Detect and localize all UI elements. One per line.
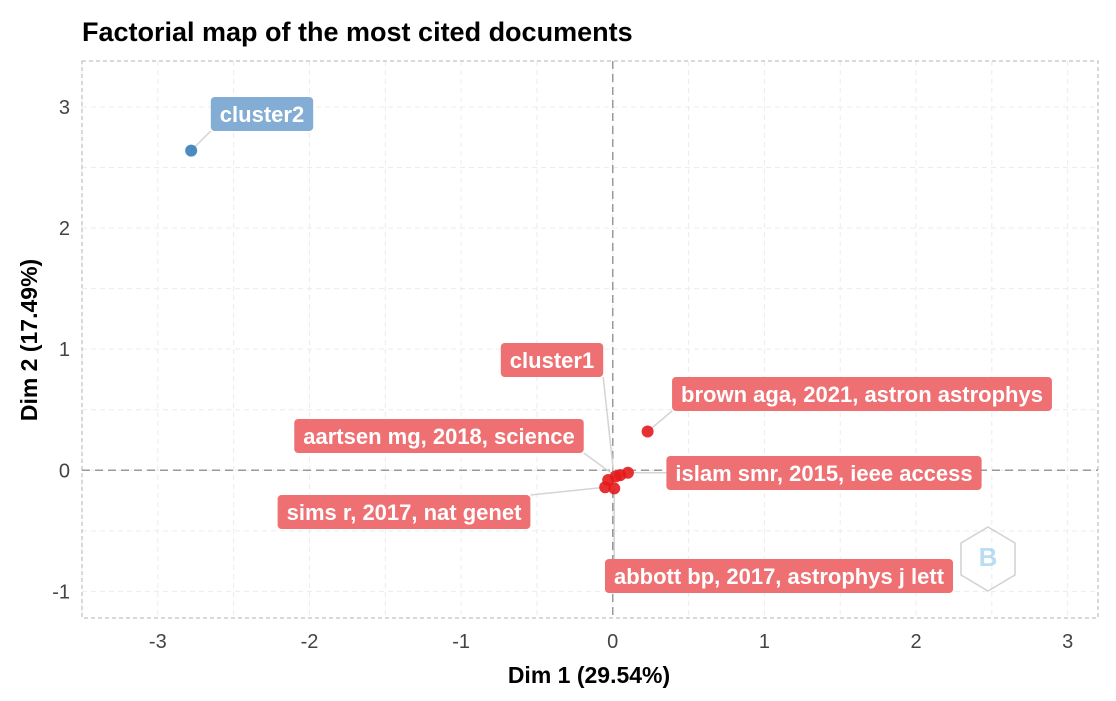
document-label-box bbox=[672, 377, 1052, 411]
y-tick-label: 0 bbox=[59, 460, 70, 482]
document-label: islam smr, 2015, ieee access bbox=[666, 456, 982, 490]
y-tick-label: 3 bbox=[59, 97, 70, 119]
cluster1-point bbox=[608, 482, 621, 495]
cluster-label: cluster2 bbox=[210, 97, 314, 131]
document-label-box bbox=[604, 559, 954, 593]
x-tick-label: 1 bbox=[759, 631, 770, 653]
watermark-logo: B bbox=[960, 526, 1016, 592]
cluster-label-text: cluster1 bbox=[510, 348, 594, 373]
x-tick-label: -2 bbox=[301, 631, 319, 653]
document-label-box bbox=[294, 419, 584, 453]
cluster1-point bbox=[641, 425, 654, 438]
svg-text:B: B bbox=[979, 542, 998, 572]
document-label-connector bbox=[530, 486, 606, 496]
x-tick-label: 2 bbox=[910, 631, 921, 653]
x-tick-label: -3 bbox=[149, 631, 167, 653]
document-label-text: islam smr, 2015, ieee access bbox=[675, 461, 972, 486]
chart-title: Factorial map of the most cited document… bbox=[82, 17, 633, 47]
document-label: sims r, 2017, nat genet bbox=[277, 495, 531, 529]
tick-labels: -3 -2 -1 0 1 2 3 -1 0 1 2 3 bbox=[52, 97, 1073, 653]
panel-border bbox=[81, 60, 1099, 619]
data-points bbox=[185, 144, 654, 495]
document-label-connector bbox=[583, 452, 617, 477]
document-label-text: sims r, 2017, nat genet bbox=[287, 500, 522, 525]
cluster2-point bbox=[185, 144, 198, 157]
cluster1-point bbox=[602, 473, 615, 486]
cluster-label-text: cluster2 bbox=[220, 102, 304, 127]
cluster-label-box bbox=[210, 97, 314, 131]
x-tick-label: -1 bbox=[452, 631, 470, 653]
x-axis-title: Dim 1 (29.54%) bbox=[508, 662, 670, 688]
document-label: brown aga, 2021, astron astrophys bbox=[672, 377, 1052, 411]
document-label-text: brown aga, 2021, astron astrophys bbox=[681, 382, 1043, 407]
x-tick-label: 3 bbox=[1062, 631, 1073, 653]
document-label: abbott bp, 2017, astrophys j lett bbox=[604, 559, 954, 593]
x-tick-label: 0 bbox=[607, 631, 618, 653]
document-label: aartsen mg, 2018, science bbox=[294, 419, 584, 453]
document-label-text: abbott bp, 2017, astrophys j lett bbox=[614, 564, 945, 589]
cluster1-point bbox=[614, 469, 627, 482]
document-label-box bbox=[666, 456, 982, 490]
point-labels: brown aga, 2021, astron astrophys islam s… bbox=[210, 97, 1052, 593]
document-label-text: aartsen mg, 2018, science bbox=[303, 424, 575, 449]
y-axis-title: Dim 2 (17.49%) bbox=[16, 259, 42, 421]
y-tick-label: 1 bbox=[59, 339, 70, 361]
y-tick-label: -1 bbox=[52, 581, 70, 603]
cluster-label: cluster1 bbox=[500, 343, 604, 377]
cluster-label-box bbox=[500, 343, 604, 377]
cluster-label-connector bbox=[602, 376, 616, 479]
y-tick-label: 2 bbox=[59, 218, 70, 240]
document-label-box bbox=[277, 495, 531, 529]
